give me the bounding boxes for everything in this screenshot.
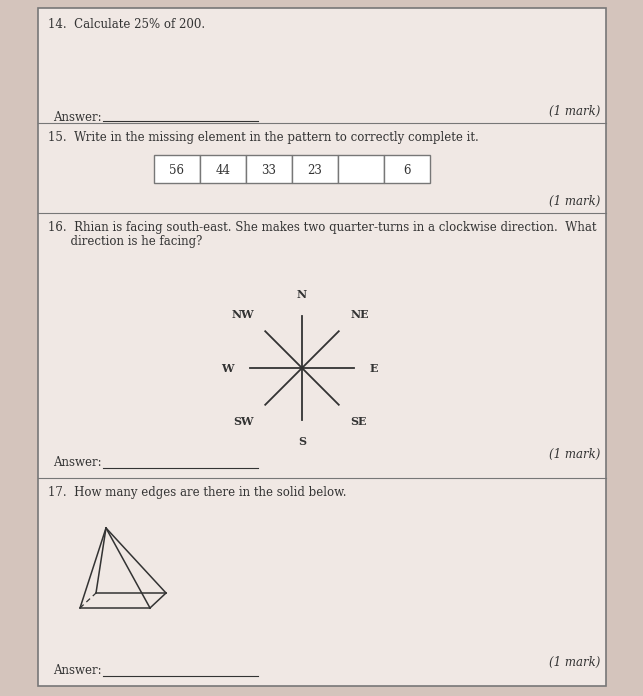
Text: NE: NE	[350, 309, 368, 320]
FancyBboxPatch shape	[38, 8, 606, 686]
Text: 33: 33	[262, 164, 276, 177]
Text: W: W	[221, 363, 234, 374]
Text: E: E	[370, 363, 379, 374]
FancyBboxPatch shape	[246, 155, 292, 183]
Text: SE: SE	[350, 416, 367, 427]
Text: 44: 44	[215, 164, 230, 177]
Text: 14.  Calculate 25% of 200.: 14. Calculate 25% of 200.	[48, 18, 205, 31]
Text: (1 mark): (1 mark)	[548, 656, 600, 669]
Text: NW: NW	[231, 309, 254, 320]
Text: Answer:: Answer:	[53, 456, 102, 469]
Text: 56: 56	[170, 164, 185, 177]
FancyBboxPatch shape	[154, 155, 200, 183]
Text: 16.  Rhian is facing south-east. She makes two quarter-turns in a clockwise dire: 16. Rhian is facing south-east. She make…	[48, 221, 597, 234]
Text: 15.  Write in the missing element in the pattern to correctly complete it.: 15. Write in the missing element in the …	[48, 131, 479, 144]
Text: (1 mark): (1 mark)	[548, 105, 600, 118]
Text: N: N	[297, 289, 307, 300]
Text: 17.  How many edges are there in the solid below.: 17. How many edges are there in the soli…	[48, 486, 347, 499]
FancyBboxPatch shape	[292, 155, 338, 183]
Text: (1 mark): (1 mark)	[548, 448, 600, 461]
Text: 6: 6	[403, 164, 411, 177]
Text: Answer:: Answer:	[53, 111, 102, 124]
FancyBboxPatch shape	[338, 155, 384, 183]
FancyBboxPatch shape	[384, 155, 430, 183]
Text: S: S	[298, 436, 306, 447]
Text: direction is he facing?: direction is he facing?	[48, 235, 203, 248]
Text: SW: SW	[233, 416, 254, 427]
Text: Answer:: Answer:	[53, 664, 102, 677]
Text: (1 mark): (1 mark)	[548, 195, 600, 208]
Text: 23: 23	[307, 164, 322, 177]
FancyBboxPatch shape	[200, 155, 246, 183]
